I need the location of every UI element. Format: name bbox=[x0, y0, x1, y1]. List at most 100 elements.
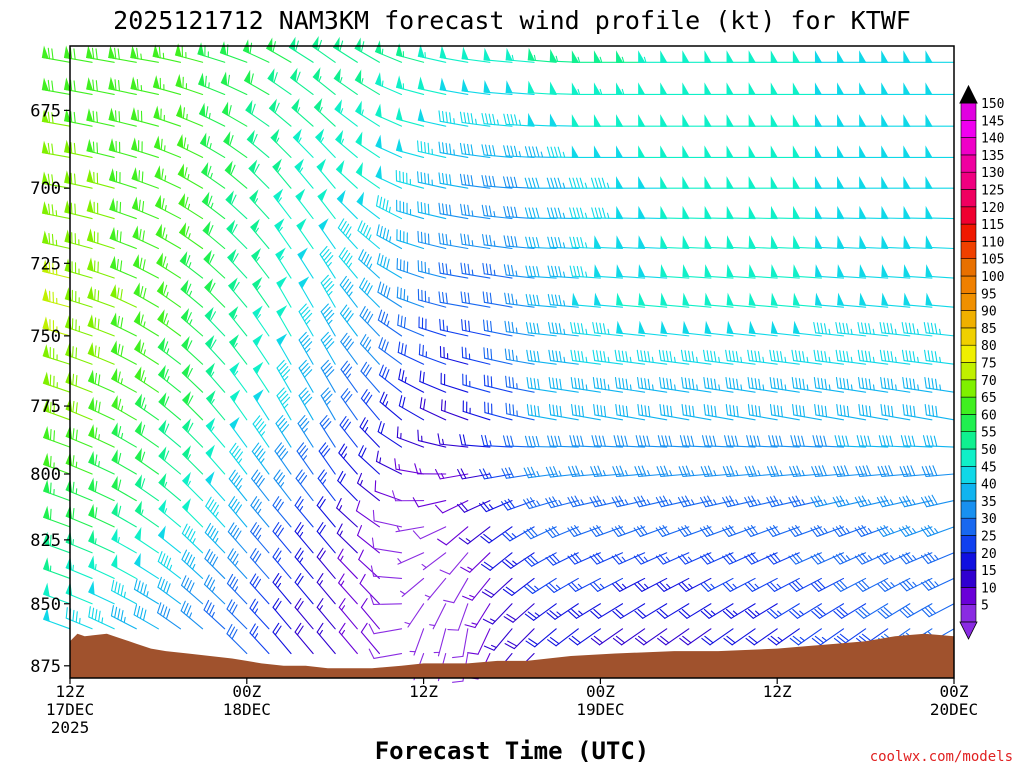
wind-barb bbox=[418, 316, 447, 337]
wind-barb bbox=[792, 320, 822, 337]
colorbar-label: 30 bbox=[981, 512, 997, 527]
wind-barb bbox=[789, 465, 822, 477]
wind-barb bbox=[181, 549, 204, 579]
wind-barb bbox=[792, 264, 822, 279]
wind-barb bbox=[157, 602, 182, 630]
wind-barb bbox=[157, 364, 182, 393]
wind-barb bbox=[397, 314, 425, 337]
wind-barb bbox=[835, 322, 867, 337]
wind-barb bbox=[854, 552, 889, 565]
wind-barb bbox=[203, 249, 226, 279]
wind-barb bbox=[725, 404, 756, 421]
wind-barb bbox=[813, 349, 845, 365]
colorbar-label: 105 bbox=[981, 253, 1004, 268]
wind-barb bbox=[443, 577, 469, 604]
wind-barb bbox=[567, 552, 601, 565]
wind-barb bbox=[726, 320, 756, 337]
wind-barb bbox=[879, 322, 911, 337]
wind-barb bbox=[316, 522, 336, 554]
wind-barb bbox=[546, 177, 579, 189]
wind-barb bbox=[483, 79, 513, 96]
wind-barb bbox=[700, 552, 734, 565]
wind-barb bbox=[133, 604, 159, 630]
wind-barb bbox=[417, 230, 447, 250]
wind-barb bbox=[379, 391, 403, 421]
wind-barb bbox=[340, 332, 358, 365]
wind-barb bbox=[571, 404, 601, 421]
wind-barb bbox=[249, 573, 270, 605]
wind-barb bbox=[458, 526, 491, 545]
colorbar-swatch bbox=[960, 431, 977, 450]
wind-barbs bbox=[41, 36, 955, 683]
wind-barb bbox=[395, 43, 425, 63]
wind-barb bbox=[228, 334, 248, 365]
wind-barb bbox=[635, 435, 668, 448]
wind-barb bbox=[656, 577, 690, 592]
colorbar-swatch bbox=[960, 275, 977, 294]
wind-barb bbox=[877, 603, 911, 619]
wind-barb bbox=[294, 496, 314, 528]
wind-barb bbox=[747, 349, 778, 365]
wind-barb bbox=[354, 69, 380, 96]
colorbar-swatch bbox=[960, 137, 977, 156]
wind-barb bbox=[813, 377, 845, 393]
wind-barb bbox=[295, 188, 314, 220]
colorbar-swatch bbox=[960, 552, 977, 571]
wind-barb bbox=[429, 603, 447, 630]
wind-barb bbox=[375, 72, 403, 96]
wind-barb bbox=[418, 343, 447, 365]
wind-barb bbox=[681, 377, 712, 393]
wind-barb bbox=[921, 494, 955, 508]
x-tick-label: 12Z bbox=[409, 682, 438, 701]
wind-barb bbox=[202, 220, 226, 250]
wind-barb bbox=[659, 404, 690, 421]
wind-barb bbox=[395, 525, 425, 533]
wind-barb bbox=[316, 496, 336, 528]
wind-barb bbox=[316, 547, 336, 579]
wind-barb bbox=[483, 347, 513, 365]
wind-barb bbox=[858, 377, 889, 393]
wind-barb bbox=[181, 363, 204, 393]
colorbar-bottom-arrow bbox=[959, 621, 978, 640]
wind-barb bbox=[704, 292, 734, 308]
wind-barb bbox=[701, 628, 734, 646]
colorbar-label: 110 bbox=[981, 235, 1004, 250]
wind-barb bbox=[920, 525, 955, 537]
colorbar-swatch bbox=[960, 206, 977, 225]
wind-barb bbox=[434, 468, 469, 480]
wind-barb bbox=[481, 112, 513, 127]
wind-barb bbox=[791, 377, 822, 393]
wind-barb bbox=[180, 600, 204, 630]
colorbar-label: 100 bbox=[981, 270, 1004, 285]
wind-barb bbox=[86, 169, 115, 189]
wind-barb bbox=[548, 349, 579, 365]
wind-barb bbox=[881, 235, 911, 250]
wind-barb bbox=[810, 552, 845, 565]
wind-barb bbox=[503, 603, 535, 623]
wind-barb bbox=[745, 628, 778, 646]
wind-barb bbox=[378, 337, 403, 365]
wind-barb bbox=[568, 465, 601, 477]
wind-barb bbox=[903, 292, 933, 308]
wind-barb bbox=[457, 500, 491, 513]
wind-barb bbox=[417, 140, 447, 158]
wind-barb bbox=[375, 195, 403, 220]
wind-barb bbox=[249, 547, 270, 579]
colorbar-label: 125 bbox=[981, 184, 1004, 199]
wind-barb bbox=[722, 465, 756, 477]
wind-barb bbox=[63, 45, 93, 63]
colorbar-swatch bbox=[960, 102, 977, 121]
wind-barb bbox=[590, 628, 624, 646]
wind-barb bbox=[899, 603, 933, 619]
wind-barb bbox=[157, 337, 182, 365]
wind-barb bbox=[369, 594, 403, 606]
wind-barb bbox=[880, 377, 911, 393]
wind-barb bbox=[248, 159, 270, 189]
wind-barb bbox=[568, 603, 601, 619]
wind-barb bbox=[876, 525, 911, 537]
wind-barb bbox=[152, 75, 182, 96]
wind-barb bbox=[356, 191, 380, 220]
wind-barb bbox=[41, 45, 71, 63]
wind-barb bbox=[357, 525, 380, 554]
wind-barb bbox=[359, 334, 380, 365]
